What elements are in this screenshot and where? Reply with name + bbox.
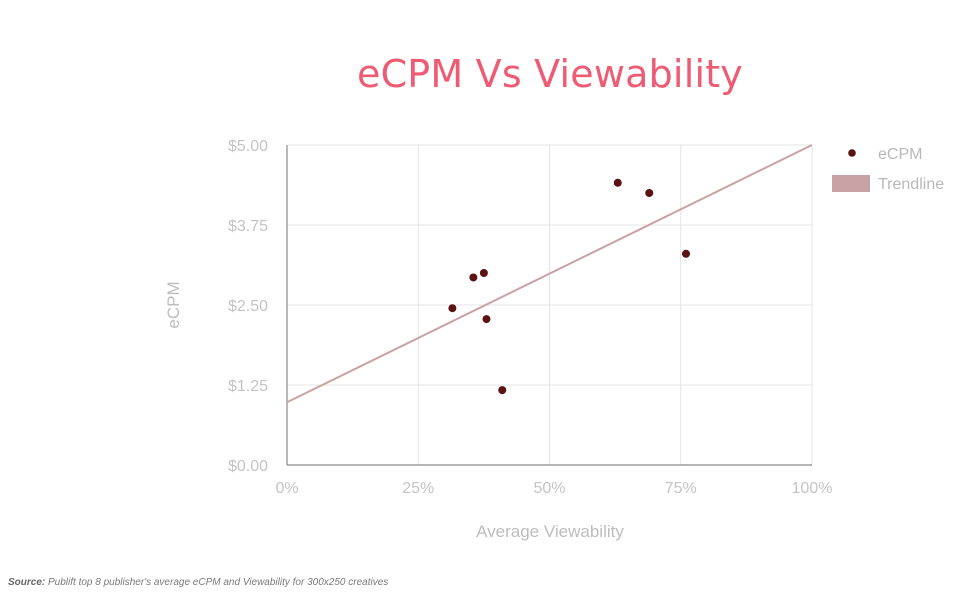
data-point — [645, 189, 654, 197]
y-tick-label: $2.50 — [228, 298, 268, 315]
chart-title: eCPM Vs Viewability — [356, 52, 743, 96]
data-point — [498, 386, 507, 395]
data-point — [469, 273, 478, 282]
trendline — [286, 144, 813, 404]
source-label: Source: — [8, 577, 46, 588]
data-point — [479, 269, 488, 277]
x-axis-title: Average Viewability — [476, 522, 624, 541]
x-tick-label: 100% — [792, 480, 833, 497]
trendline-layer — [286, 144, 813, 404]
legend-trendline-swatch — [832, 175, 870, 192]
y-tick-label: $0.00 — [228, 458, 268, 475]
x-tick-label: 0% — [275, 480, 298, 497]
legend: eCPM Trendline — [832, 146, 944, 193]
x-tick-label: 75% — [665, 480, 697, 497]
data-point — [448, 304, 457, 313]
legend-trendline-label: Trendline — [878, 176, 944, 193]
source-text: Publift top 8 publisher's average eCPM a… — [48, 577, 389, 588]
x-tick-label: 25% — [402, 480, 434, 497]
legend-ecpm-marker — [848, 149, 856, 157]
y-axis-title: eCPM — [164, 281, 183, 328]
axes — [286, 145, 812, 466]
y-tick-label: $1.25 — [228, 378, 268, 395]
data-point — [482, 315, 491, 324]
source-note: Source: Publift top 8 publisher's averag… — [8, 577, 388, 588]
y-tick-label: $3.75 — [228, 218, 268, 235]
data-point — [682, 249, 690, 258]
legend-ecpm-label: eCPM — [878, 146, 922, 163]
data-point — [613, 178, 622, 187]
y-tick-label: $5.00 — [228, 138, 268, 155]
x-tick-label: 50% — [533, 480, 565, 497]
grid — [287, 144, 813, 465]
tick-labels: $0.00 $1.25 $2.50 $3.75 $5.00 0% 25% 50% 75% 100% — [228, 138, 833, 497]
data-points — [448, 178, 690, 395]
